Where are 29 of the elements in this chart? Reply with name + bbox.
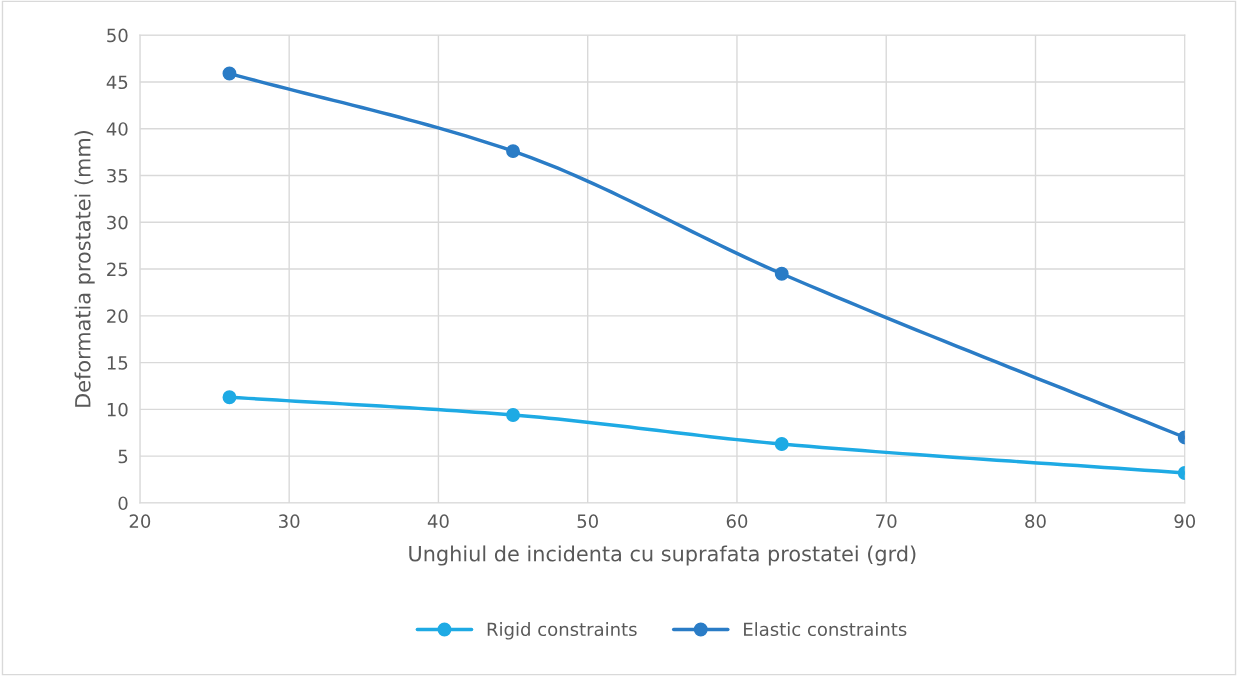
x-tick-label: 40 xyxy=(427,514,449,529)
y-tick-label: 15 xyxy=(107,356,128,370)
x-tick-label: 80 xyxy=(1025,514,1046,529)
y-tick-label: 20 xyxy=(107,309,128,323)
x-tick-label: 70 xyxy=(876,514,897,529)
y-tick-label: 30 xyxy=(107,215,128,230)
y-tick-label: 0 xyxy=(118,496,128,511)
point xyxy=(222,390,237,405)
y-tick-label: 45 xyxy=(106,75,128,90)
y-tick-label: 35 xyxy=(107,168,128,183)
x-tick-label: 50 xyxy=(577,514,598,529)
x-tick-label: 90 xyxy=(1174,514,1196,529)
point xyxy=(506,144,521,159)
y-tick-label: 10 xyxy=(107,402,128,417)
y-axis-title: Deformatia prostatei (mm) xyxy=(74,131,95,407)
legend-label: Elastic constraints xyxy=(744,622,907,637)
point xyxy=(774,266,789,281)
x-tick-label: 60 xyxy=(726,514,748,529)
y-tick-label: 50 xyxy=(107,28,128,43)
legend-label: Rigid constraints xyxy=(487,622,637,640)
point xyxy=(774,437,789,451)
x-axis-title: Unghiul de incidenta cu suprafata prostatei (grd) xyxy=(409,545,916,566)
x-tick-label: 20 xyxy=(129,514,151,529)
x-tick-label: 30 xyxy=(279,514,300,529)
y-tick-label: 40 xyxy=(106,122,128,136)
y-tick-label: 25 xyxy=(107,262,128,277)
y-tick-label: 5 xyxy=(118,449,128,464)
point xyxy=(222,66,237,81)
point xyxy=(506,408,521,422)
